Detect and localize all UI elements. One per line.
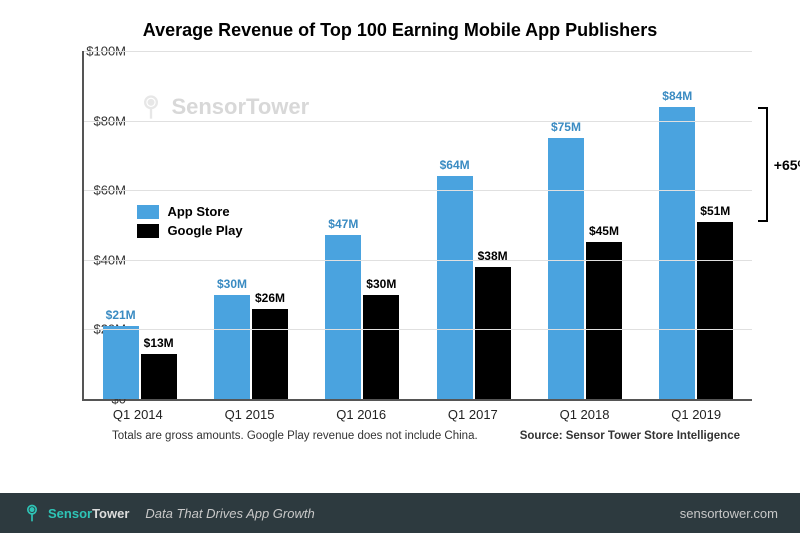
bar-group: $75M$45M xyxy=(529,51,640,399)
grid-line xyxy=(84,329,752,330)
footer-url: sensortower.com xyxy=(680,506,778,521)
x-tick-label: Q1 2015 xyxy=(194,407,306,422)
bar-value-label: $51M xyxy=(700,204,730,218)
bar-groups: $21M$13M$30M$26M$47M$30M$64M$38M$75M$45M… xyxy=(84,51,752,399)
bar-value-label: $45M xyxy=(589,224,619,238)
bar: $21M xyxy=(103,326,139,399)
x-tick-label: Q1 2014 xyxy=(82,407,194,422)
footnote-row: Totals are gross amounts. Google Play re… xyxy=(112,430,740,442)
bar-value-label: $64M xyxy=(440,158,470,172)
bar: $26M xyxy=(252,309,288,399)
footer: SensorTower Data That Drives App Growth … xyxy=(0,493,800,533)
footer-left: SensorTower Data That Drives App Growth xyxy=(22,503,315,523)
bar-value-label: $26M xyxy=(255,291,285,305)
grid-line xyxy=(84,51,752,52)
bar-value-label: $47M xyxy=(328,217,358,231)
grid-line xyxy=(84,190,752,191)
bar: $45M xyxy=(586,242,622,399)
logo-tower: Tower xyxy=(92,506,129,521)
bar-group: $21M$13M xyxy=(84,51,195,399)
bar-value-label: $13M xyxy=(144,336,174,350)
footnote-left: Totals are gross amounts. Google Play re… xyxy=(112,430,478,442)
bar: $13M xyxy=(141,354,177,399)
bar: $30M xyxy=(214,295,250,399)
page: Average Revenue of Top 100 Earning Mobil… xyxy=(0,0,800,533)
bar: $51M xyxy=(697,222,733,399)
bar: $84M xyxy=(659,107,695,399)
sensortower-logo: SensorTower xyxy=(22,503,129,523)
grid-line xyxy=(84,121,752,122)
x-tick-label: Q1 2016 xyxy=(305,407,417,422)
tower-icon xyxy=(22,503,42,523)
plot: $0$20M$40M$60M$80M$100M SensorTower App … xyxy=(82,51,752,401)
x-tick-label: Q1 2018 xyxy=(529,407,641,422)
bar-group: $30M$26M xyxy=(195,51,306,399)
bar-value-label: $30M xyxy=(217,277,247,291)
footer-tagline: Data That Drives App Growth xyxy=(145,506,314,521)
chart-area: Average Revenue of Top 100 Earning Mobil… xyxy=(0,0,800,493)
x-tick-label: Q1 2019 xyxy=(640,407,752,422)
bar: $30M xyxy=(363,295,399,399)
bar-value-label: $75M xyxy=(551,120,581,134)
bar-value-label: $21M xyxy=(106,308,136,322)
logo-text: SensorTower xyxy=(48,506,129,521)
logo-sensor: Sensor xyxy=(48,506,92,521)
x-axis-labels: Q1 2014Q1 2015Q1 2016Q1 2017Q1 2018Q1 20… xyxy=(82,407,752,422)
bar-group: $47M $30M xyxy=(307,51,418,399)
bar: $38M xyxy=(475,267,511,399)
bar: $64M xyxy=(437,176,473,399)
x-tick-label: Q1 2017 xyxy=(417,407,529,422)
plot-wrap: $0$20M$40M$60M$80M$100M SensorTower App … xyxy=(30,51,770,422)
bar-group: $84M$51M xyxy=(641,51,752,399)
chart-title: Average Revenue of Top 100 Earning Mobil… xyxy=(30,20,770,41)
bar: $75M xyxy=(548,138,584,399)
bar-value-label: $84M xyxy=(662,89,692,103)
footnote-right: Source: Sensor Tower Store Intelligence xyxy=(520,430,740,442)
bar-value-label: $30M xyxy=(366,277,396,291)
grid-line xyxy=(84,260,752,261)
callout-bracket xyxy=(758,107,768,222)
bar-group: $64M$38M xyxy=(418,51,529,399)
callout-label: +65% xyxy=(774,157,800,173)
